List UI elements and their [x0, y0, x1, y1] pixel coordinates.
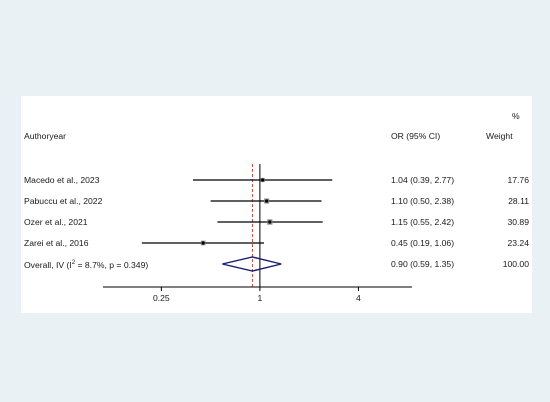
study-label: Ozer et al., 2021 [24, 217, 88, 227]
plot-panel [21, 96, 532, 313]
x-axis-tick-label: 1 [257, 293, 262, 303]
weight-column-header: Weight [486, 131, 513, 141]
overall-diamond [222, 256, 282, 272]
x-axis-tick-label: 0.25 [153, 293, 170, 303]
overall-label: Overall, IV (I2 = 8.7%, p = 0.349) [24, 260, 149, 270]
overall-label-superscript: 2 [71, 260, 76, 266]
study-label: Zarei et al., 2016 [24, 238, 89, 248]
study-ci-text: 0.45 (0.19, 1.06) [391, 238, 455, 248]
x-axis-tick-label: 4 [356, 293, 361, 303]
study-weight: 23.24 [507, 238, 529, 248]
overall-ci-text: 0.90 (0.59, 1.35) [391, 259, 455, 269]
study-ci-text: 1.15 (0.55, 2.42) [391, 217, 455, 227]
overall-weight: 100.00 [502, 259, 529, 269]
effect-column-header: OR (95% CI) [391, 131, 441, 141]
study-weight: 30.89 [507, 217, 529, 227]
study-ci-text: 1.10 (0.50, 2.38) [391, 196, 455, 206]
study-label: Macedo et al., 2023 [24, 175, 100, 185]
percent-header: % [512, 111, 520, 121]
study-column-header: Authoryear [24, 131, 67, 141]
study-weight: 28.11 [508, 196, 529, 206]
study-point-estimate [268, 220, 272, 224]
study-point-estimate [261, 178, 265, 182]
study-label: Pabuccu et al., 2022 [24, 196, 103, 206]
study-ci-text: 1.04 (0.39, 2.77) [391, 175, 455, 185]
study-point-estimate [265, 199, 269, 203]
study-weight: 17.76 [507, 175, 529, 185]
study-point-estimate [201, 241, 205, 245]
